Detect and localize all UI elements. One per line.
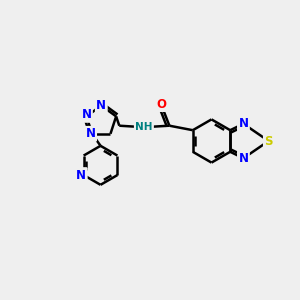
Text: N: N <box>85 127 96 140</box>
Text: N: N <box>96 99 106 112</box>
Text: N: N <box>238 152 248 165</box>
Text: O: O <box>156 98 166 111</box>
Text: NH: NH <box>135 122 153 132</box>
Text: N: N <box>76 169 86 182</box>
Text: N: N <box>238 117 248 130</box>
Text: N: N <box>82 108 92 122</box>
Text: S: S <box>264 134 273 148</box>
